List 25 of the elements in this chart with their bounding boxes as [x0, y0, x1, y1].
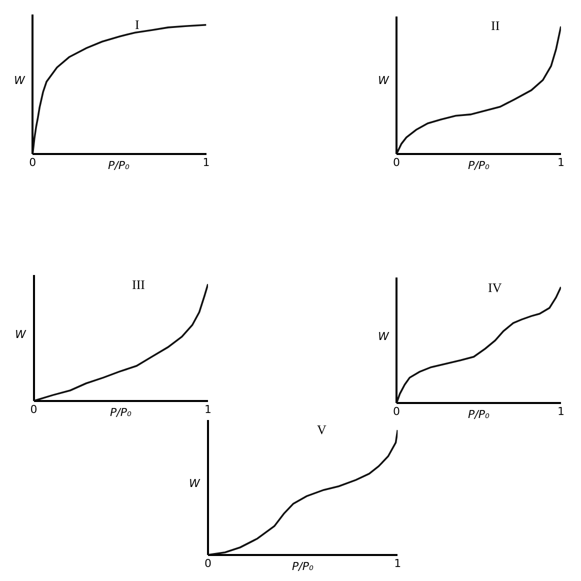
- x-tick-label: 0: [393, 156, 400, 169]
- x-tick-label: 0: [30, 402, 38, 416]
- x-tick-label: 1: [557, 405, 564, 418]
- y-axis-title: W: [378, 330, 390, 343]
- chart-title: III: [132, 277, 145, 292]
- x-tick-label: 0: [204, 556, 212, 570]
- x-tick-label: 1: [394, 556, 402, 570]
- x-axis-title: P/P₀: [468, 408, 490, 421]
- x-tick-label: 1: [557, 156, 564, 169]
- chart-title: V: [317, 422, 327, 437]
- x-axis-title: P/P₀: [292, 560, 314, 573]
- y-axis-title: W: [14, 74, 26, 87]
- x-tick-label: 0: [393, 405, 400, 418]
- chart-title: II: [491, 18, 500, 33]
- y-axis-title: W: [189, 477, 201, 490]
- x-axis-title: P/P₀: [110, 406, 132, 419]
- chart-title: IV: [488, 280, 502, 295]
- y-axis-title: W: [15, 328, 27, 341]
- x-tick-label: 1: [204, 402, 212, 416]
- x-tick-label: 0: [29, 156, 36, 169]
- x-axis-title: P/P₀: [108, 159, 130, 172]
- y-axis-title: W: [378, 74, 390, 87]
- x-axis-title: P/P₀: [468, 159, 490, 172]
- x-tick-label: 1: [202, 156, 210, 169]
- chart-title: I: [135, 17, 140, 32]
